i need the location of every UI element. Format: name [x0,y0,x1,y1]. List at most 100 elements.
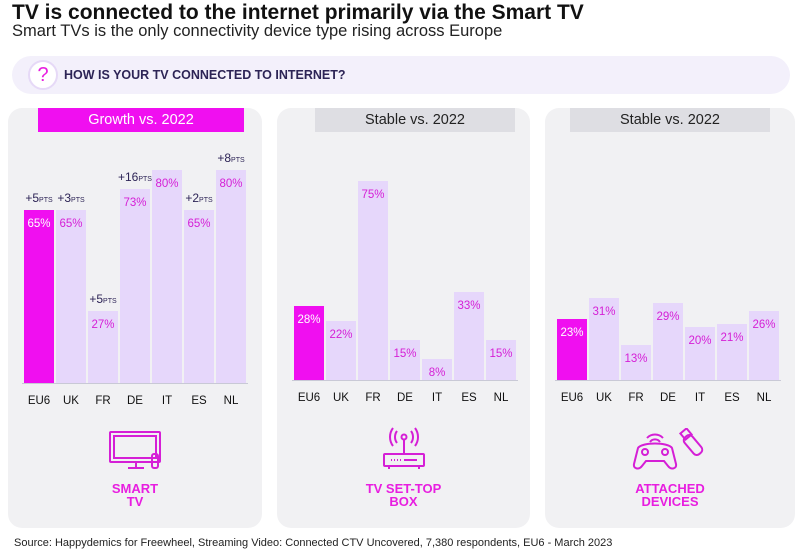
panel-header: Growth vs. 2022 [38,108,244,132]
page-subtitle: Smart TVs is the only connectivity devic… [12,22,503,40]
value-label: 65% [59,218,83,231]
label-line: ATTACHED [635,481,705,496]
value-label: 26% [752,318,776,331]
category-tick: FR [628,392,644,404]
growth-value: +3 [57,191,72,206]
value-label: 75% [361,188,385,201]
label-line: SMART [111,481,159,496]
category-tick: FR [95,395,111,407]
bar-chart: 23% EU6 31% UK 13% FR 29% DE 20% IT 21% ES 26% NL [545,108,795,508]
bar-de [390,340,420,380]
question-icon: ? [28,60,58,90]
bar-it [685,326,715,380]
value-label: 20% [688,334,712,347]
value-label: 8% [428,366,446,379]
category-tick: ES [191,395,207,407]
category-tick: FR [365,392,381,404]
value-label: 73% [123,196,147,209]
category-tick: UK [596,392,612,404]
bar-es [454,292,484,380]
page-title: TV is connected to the internet primaril… [12,1,584,24]
category-tick: NL [223,395,239,407]
value-label: 23% [560,326,584,339]
value-label: 21% [720,332,744,345]
category-tick: UK [63,395,79,407]
tv-icon [109,431,161,469]
growth-value: +8 [217,151,232,166]
category-tick: NL [756,392,772,404]
category-tick: IT [161,395,173,407]
value-label: 31% [592,305,616,318]
value-label: 15% [393,348,417,361]
label-line: DEVICES [641,494,699,509]
category-tick: ES [461,392,477,404]
gamepad-usb-icon [632,428,704,470]
category-label: ATTACHED DEVICES [545,482,795,508]
value-label: 27% [91,319,115,332]
bar-fr [88,311,118,383]
bar-chart: 28% EU6 22% UK 75% FR 15% DE 8% IT 33% ES 15% NL [277,108,530,508]
bar-nl [216,170,246,383]
bar-de [653,302,683,380]
bar-it [152,170,182,383]
value-label: 29% [656,310,680,323]
label-line: TV [126,494,144,509]
panel-attached-devices: Stable vs. 2022 23% EU6 31% UK 13% FR 29% DE 20%… [545,108,795,528]
bar-de [120,188,150,383]
bar-nl [749,310,779,380]
value-label: 28% [297,313,321,326]
category-tick: EU6 [27,395,51,407]
label-line: BOX [389,494,418,509]
value-label: 80% [219,178,243,191]
bar-eu6 [294,305,324,380]
value-label: 65% [27,218,51,231]
category-tick: DE [397,392,413,404]
value-label: 15% [489,348,513,361]
category-tick: UK [333,392,349,404]
category-label: TV SET-TOP BOX [277,482,530,508]
value-label: 22% [329,329,353,342]
value-label: 13% [624,353,648,366]
bar-fr [358,180,388,380]
x-axis-line [555,380,781,381]
category-tick: DE [660,392,676,404]
bar-uk [589,297,619,380]
bar-eu6 [24,210,54,383]
category-tick: ES [724,392,740,404]
growth-label: +5PTS [19,191,59,205]
growth-unit: PTS [138,175,152,183]
category-tick: IT [431,392,443,404]
growth-label: +8PTS [211,151,251,165]
bar-uk [56,210,86,383]
bar-uk [326,321,356,380]
category-tick: DE [127,395,143,407]
panel-header: Stable vs. 2022 [315,108,515,132]
bar-chart: 65% EU6 +5PTS 65% UK +3PTS 27% FR +5PTS 73% DE +16P… [8,108,262,508]
panel-set-top-box: Stable vs. 2022 28% EU6 22% UK 75% FR 15% DE 8% I… [277,108,530,528]
bar-es [717,324,747,380]
bar-nl [486,340,516,380]
bar-es [184,210,214,383]
category-tick: EU6 [560,392,584,404]
growth-value: +2 [185,191,200,206]
bar-it [422,358,452,380]
growth-label: +3PTS [51,191,91,205]
question-banner: ? HOW IS YOUR TV CONNECTED TO INTERNET? [12,56,790,94]
growth-unit: PTS [103,298,117,306]
category-tick: NL [493,392,509,404]
source-note: Source: Happydemics for Freewheel, Strea… [14,537,613,549]
growth-unit: PTS [39,197,53,205]
value-label: 65% [187,218,211,231]
growth-value: +5 [89,292,104,307]
bar-eu6 [557,318,587,380]
growth-label: +2PTS [179,191,219,205]
growth-unit: PTS [71,197,85,205]
x-axis-line [292,380,518,381]
growth-unit: PTS [231,157,245,165]
router-icon [383,427,425,469]
category-label: SMART TV [8,482,262,508]
category-tick: IT [694,392,706,404]
growth-label: +5PTS [83,292,123,306]
question-text: HOW IS YOUR TV CONNECTED TO INTERNET? [64,68,346,82]
growth-value: +5 [25,191,40,206]
